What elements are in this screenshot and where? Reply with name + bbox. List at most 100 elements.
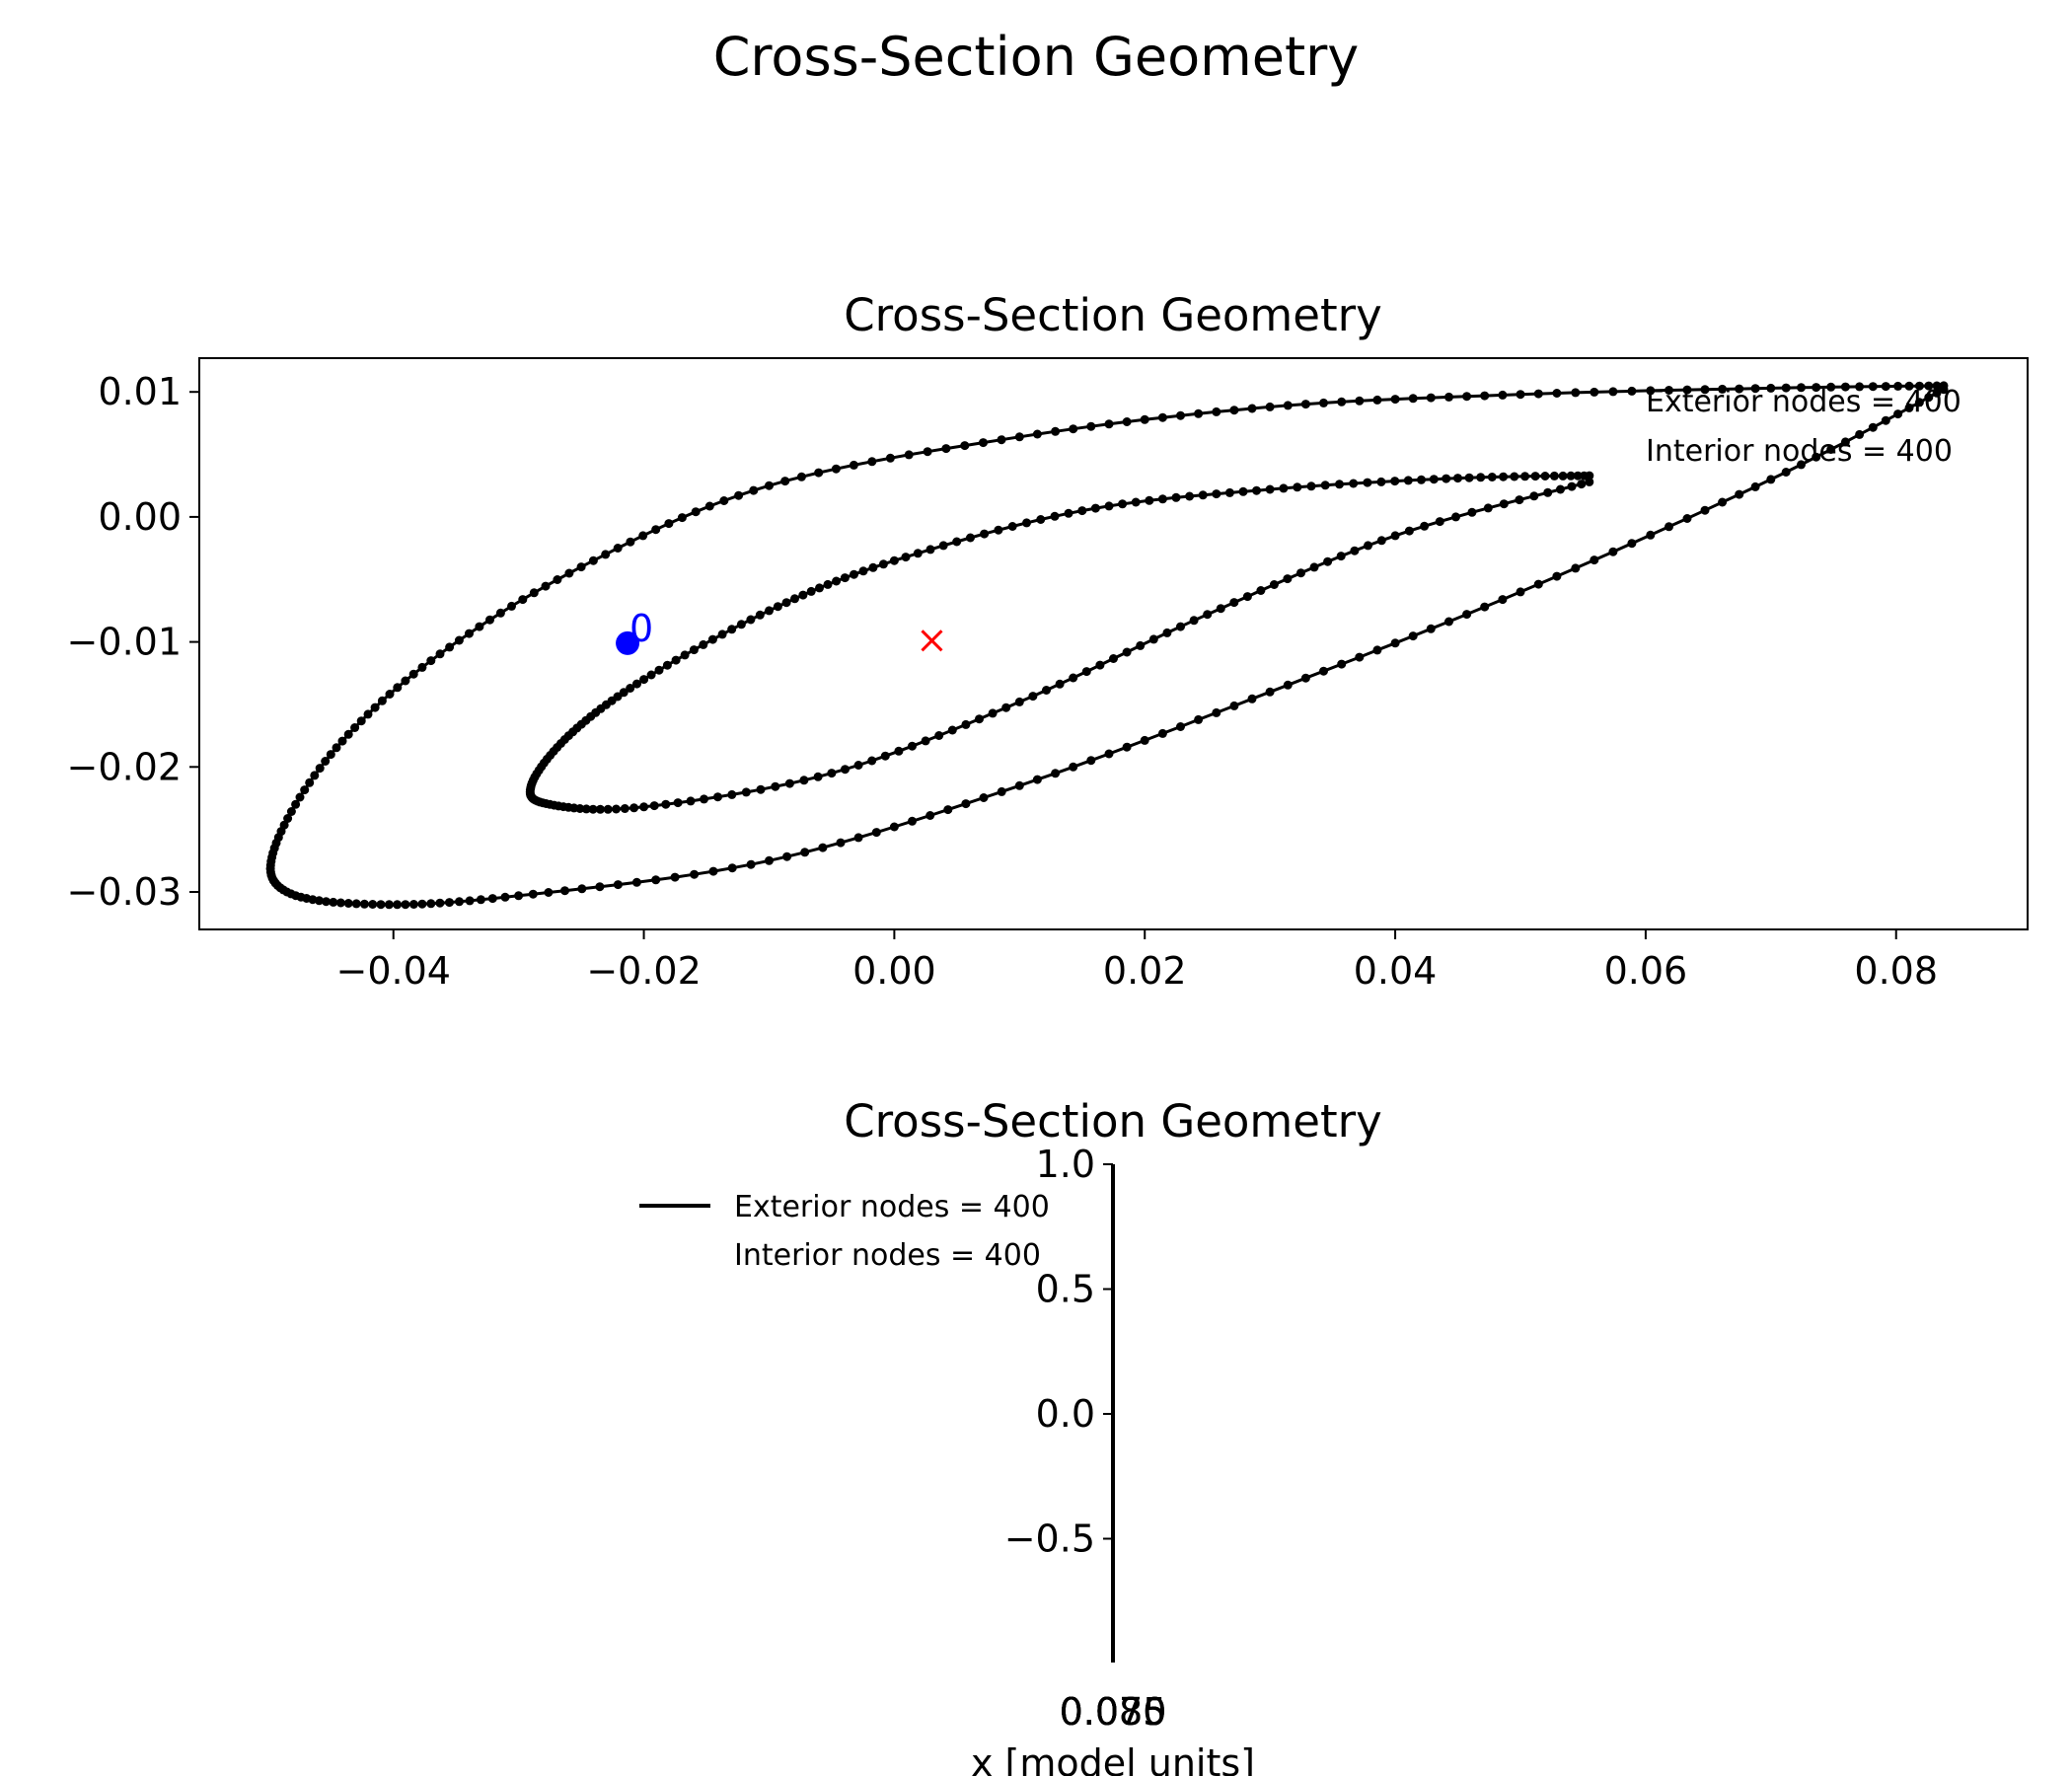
interior-outline-node <box>1464 473 1474 482</box>
exterior-outline-node <box>500 892 510 902</box>
interior-outline-node <box>1256 586 1266 595</box>
exterior-outline-node <box>1069 424 1078 434</box>
exterior-outline-node <box>1283 680 1293 690</box>
interior-outline-node <box>813 772 823 781</box>
exterior-outline-node <box>651 875 661 885</box>
interior-outline-node <box>815 583 824 593</box>
interior-outline-node <box>639 802 649 812</box>
exterior-outline-node <box>343 729 353 739</box>
top-y-tick-label: 0.00 <box>98 495 182 539</box>
exterior-outline-node <box>1014 780 1024 790</box>
exterior-outline-node <box>1781 383 1791 393</box>
interior-outline-node <box>1055 679 1065 689</box>
exterior-outline-node <box>1552 389 1562 398</box>
interior-outline-node <box>1585 477 1594 486</box>
interior-outline-node <box>575 804 585 813</box>
exterior-outline-node <box>867 457 877 467</box>
exterior-outline-node <box>1893 409 1903 419</box>
interior-outline-node <box>975 714 984 724</box>
interior-outline-node <box>850 569 858 579</box>
exterior-outline-node <box>1924 381 1934 391</box>
exterior-outline-node <box>1812 452 1821 462</box>
interior-outline-node <box>661 799 671 809</box>
interior-outline-node <box>934 731 944 740</box>
exterior-outline-node <box>961 799 971 809</box>
exterior-outline-node <box>765 481 774 490</box>
exterior-outline-node <box>1750 384 1760 394</box>
exterior-outline-node <box>495 608 505 618</box>
exterior-outline-node <box>1646 530 1656 540</box>
exterior-outline-node <box>1319 666 1328 676</box>
interior-outline-node <box>1279 483 1289 493</box>
exterior-outline-node <box>664 519 674 529</box>
exterior-outline-node <box>677 513 687 523</box>
interior-outline-node <box>1567 481 1577 491</box>
exterior-outline-node <box>1122 417 1132 426</box>
exterior-outline-node <box>818 843 828 852</box>
interior-outline-node <box>947 725 957 735</box>
interior-outline-node <box>878 559 888 569</box>
interior-outline-node <box>1265 484 1275 494</box>
top-x-tick-label: 0.08 <box>1854 949 1938 993</box>
exterior-outline-node <box>541 581 551 591</box>
interior-outline-node <box>966 533 975 543</box>
exterior-outline-node <box>475 622 484 631</box>
exterior-outline-node <box>849 460 858 470</box>
exterior-outline-node <box>350 723 360 732</box>
exterior-outline-node <box>1939 385 1949 395</box>
interior-outline-node <box>1420 521 1430 531</box>
exterior-outline-node <box>1176 410 1185 420</box>
interior-outline-node <box>1403 476 1413 485</box>
interior-outline-node <box>1090 503 1100 513</box>
exterior-outline-node <box>997 435 1006 445</box>
exterior-outline-node <box>1104 419 1114 429</box>
interior-outline-node <box>867 756 877 766</box>
interior-outline-node <box>1189 616 1199 626</box>
top-y-tick-label: −0.01 <box>67 621 182 664</box>
exterior-outline-node <box>1766 383 1776 393</box>
exterior-outline-node <box>651 525 661 535</box>
exterior-outline-node <box>613 880 623 890</box>
interior-outline-node <box>980 529 990 539</box>
exterior-outline-node <box>465 629 474 638</box>
exterior-outline-node <box>295 792 305 802</box>
top-x-tick-label: 0.00 <box>852 949 936 993</box>
exterior-outline-node <box>1590 387 1599 397</box>
exterior-outline-node <box>1826 382 1836 392</box>
interior-outline-node <box>736 620 746 629</box>
interior-outline-node <box>840 573 850 583</box>
interior-outline-node <box>823 579 833 589</box>
exterior-outline-node <box>485 615 494 625</box>
exterior-outline-node <box>691 507 701 517</box>
interior-outline-node <box>798 590 808 600</box>
exterior-outline-node <box>445 898 454 908</box>
exterior-outline-node <box>631 877 641 887</box>
interior-outline-node <box>1476 473 1486 482</box>
exterior-outline-node <box>1157 728 1167 738</box>
interior-outline-node <box>746 615 756 625</box>
exterior-outline-node <box>1881 415 1890 425</box>
exterior-outline-node <box>553 575 562 584</box>
exterior-outline-node <box>426 656 436 666</box>
interior-outline-node <box>1224 487 1234 497</box>
interior-outline-node <box>1442 474 1451 483</box>
interior-outline-node <box>858 566 868 576</box>
exterior-outline-node <box>305 777 315 787</box>
bottom-x-tick-label: 0.080 <box>1060 1690 1167 1734</box>
top-x-tick-label: 0.04 <box>1354 949 1438 993</box>
exterior-outline-node <box>1300 673 1310 683</box>
exterior-outline-node <box>1571 563 1581 573</box>
interior-outline-node <box>727 789 737 799</box>
exterior-outline-node <box>1462 610 1472 620</box>
interior-outline-node <box>673 798 683 808</box>
interior-outline-node <box>1036 515 1046 524</box>
interior-outline-node <box>1580 471 1589 481</box>
exterior-outline-node <box>1337 659 1347 669</box>
interior-outline-node <box>1293 482 1302 492</box>
exterior-outline-node <box>1337 397 1347 407</box>
exterior-outline-node <box>1086 756 1096 766</box>
exterior-outline-node <box>1122 742 1132 752</box>
interior-outline-node <box>629 803 639 813</box>
interior-outline-node <box>699 639 708 649</box>
